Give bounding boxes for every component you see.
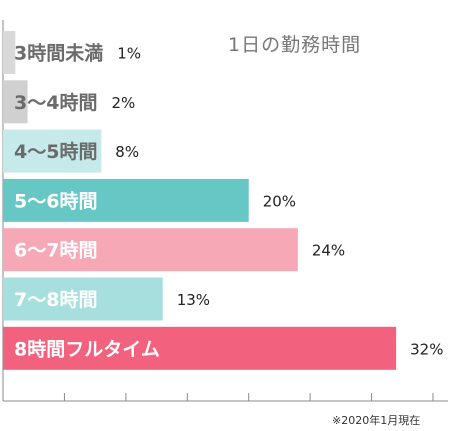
value-label: 13% xyxy=(177,291,210,309)
category-label: 3〜4時間 xyxy=(14,92,97,114)
category-label: 4〜5時間 xyxy=(14,141,97,163)
value-label: 2% xyxy=(111,94,135,112)
value-label: 24% xyxy=(312,242,345,260)
chart-title: 1日の勤務時間 xyxy=(228,34,362,56)
footnote: ※2020年1月現在 xyxy=(332,414,421,427)
bar xyxy=(3,80,28,124)
value-label: 32% xyxy=(410,340,443,358)
bar xyxy=(3,277,163,321)
value-label: 20% xyxy=(263,192,296,210)
category-label: 7〜8時間 xyxy=(14,289,97,311)
value-label: 8% xyxy=(115,143,139,161)
bar xyxy=(3,129,102,173)
bar xyxy=(3,228,298,272)
bar xyxy=(3,31,16,74)
category-label: 5〜6時間 xyxy=(14,190,97,212)
bar xyxy=(3,326,397,370)
category-label: 3時間未満 xyxy=(14,42,103,65)
value-label: 1% xyxy=(117,45,141,63)
category-label: 6〜7時間 xyxy=(14,240,97,262)
category-label: 8時間フルタイム xyxy=(14,338,160,360)
bar xyxy=(3,178,249,222)
